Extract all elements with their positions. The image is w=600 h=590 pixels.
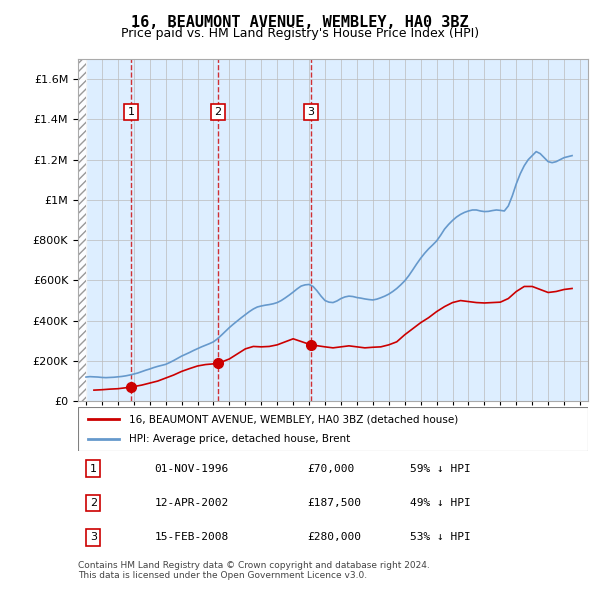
Text: 1: 1 [128,107,134,117]
Text: 2: 2 [90,498,97,508]
Text: 16, BEAUMONT AVENUE, WEMBLEY, HA0 3BZ: 16, BEAUMONT AVENUE, WEMBLEY, HA0 3BZ [131,15,469,30]
Text: 49% ↓ HPI: 49% ↓ HPI [409,498,470,508]
Text: 15-FEB-2008: 15-FEB-2008 [155,532,229,542]
Text: Price paid vs. HM Land Registry's House Price Index (HPI): Price paid vs. HM Land Registry's House … [121,27,479,40]
FancyBboxPatch shape [78,407,588,451]
Text: 59% ↓ HPI: 59% ↓ HPI [409,464,470,474]
Text: This data is licensed under the Open Government Licence v3.0.: This data is licensed under the Open Gov… [78,571,367,580]
Text: 12-APR-2002: 12-APR-2002 [155,498,229,508]
Text: 2: 2 [214,107,221,117]
Text: 53% ↓ HPI: 53% ↓ HPI [409,532,470,542]
Text: £187,500: £187,500 [308,498,361,508]
Text: 01-NOV-1996: 01-NOV-1996 [155,464,229,474]
Text: 3: 3 [90,532,97,542]
Text: HPI: Average price, detached house, Brent: HPI: Average price, detached house, Bren… [129,434,350,444]
Text: £70,000: £70,000 [308,464,355,474]
Text: 3: 3 [308,107,314,117]
Text: 1: 1 [90,464,97,474]
Text: Contains HM Land Registry data © Crown copyright and database right 2024.: Contains HM Land Registry data © Crown c… [78,560,430,569]
Text: 16, BEAUMONT AVENUE, WEMBLEY, HA0 3BZ (detached house): 16, BEAUMONT AVENUE, WEMBLEY, HA0 3BZ (d… [129,415,458,424]
Text: £280,000: £280,000 [308,532,361,542]
Bar [78,59,86,401]
